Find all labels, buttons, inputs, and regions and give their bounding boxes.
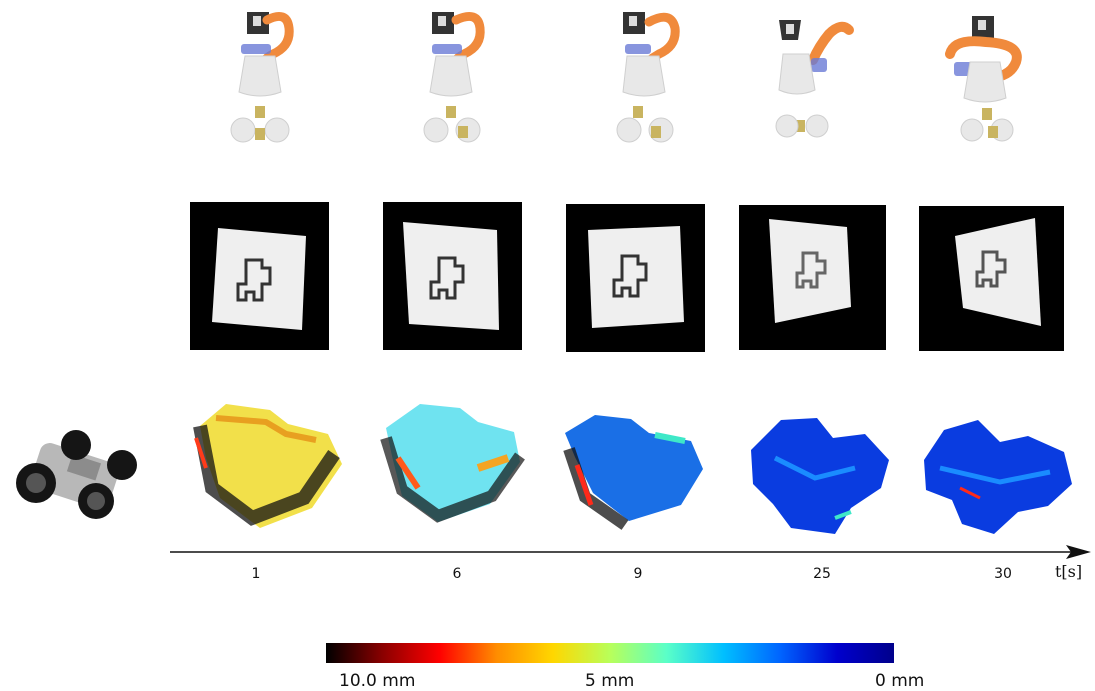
error-cloud bbox=[563, 415, 703, 530]
error-cloud bbox=[751, 418, 889, 534]
arm-robot-icon bbox=[423, 11, 485, 143]
colorbar-label-high: 10.0 mm bbox=[339, 671, 416, 691]
depth-image bbox=[383, 202, 522, 350]
arm-robot-icon bbox=[775, 20, 854, 138]
tick-label: 30 bbox=[994, 566, 1012, 582]
tick-label: 9 bbox=[633, 566, 643, 582]
tick-label: 25 bbox=[813, 566, 831, 582]
colorbar-label-low: 0 mm bbox=[875, 671, 925, 691]
depth-image bbox=[190, 202, 329, 350]
depth-image bbox=[739, 205, 886, 350]
error-cloud bbox=[193, 404, 342, 528]
depth-image bbox=[566, 204, 705, 352]
error-cloud bbox=[924, 420, 1072, 534]
tick-label: 6 bbox=[452, 566, 462, 582]
arm-robot-icon bbox=[945, 16, 1022, 142]
arm-robot-icon bbox=[230, 11, 294, 143]
tick-label: 1 bbox=[251, 566, 261, 582]
error-colorbar bbox=[326, 643, 894, 663]
arm-robot-icon bbox=[616, 12, 680, 143]
error-cloud bbox=[380, 404, 525, 523]
mobile-robot-icon bbox=[16, 430, 137, 519]
time-axis-unit: t[s] bbox=[1055, 562, 1083, 581]
depth-image bbox=[919, 206, 1064, 351]
time-axis bbox=[170, 545, 1091, 559]
colorbar-label-mid: 5 mm bbox=[585, 671, 635, 691]
